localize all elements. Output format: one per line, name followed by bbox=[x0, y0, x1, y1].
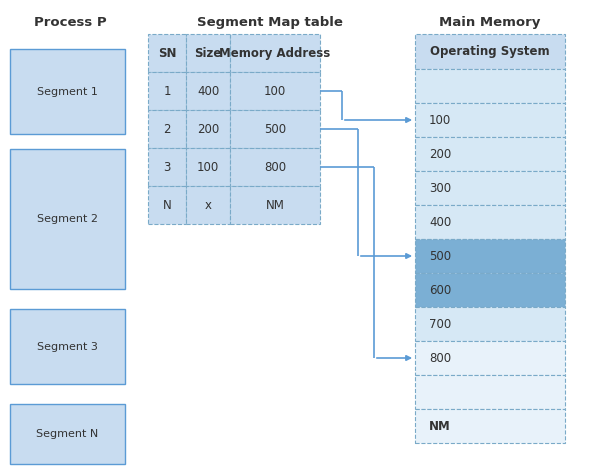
Text: 200: 200 bbox=[429, 147, 451, 161]
Text: 2: 2 bbox=[163, 122, 171, 136]
Bar bbox=[10, 309, 125, 384]
Bar bbox=[415, 171, 565, 205]
Text: 200: 200 bbox=[197, 122, 219, 136]
Bar bbox=[186, 110, 230, 148]
Text: SN: SN bbox=[158, 46, 176, 60]
Bar bbox=[415, 205, 565, 239]
Bar bbox=[415, 69, 565, 103]
Text: Process P: Process P bbox=[34, 16, 106, 28]
Text: Memory Address: Memory Address bbox=[220, 46, 331, 60]
Text: N: N bbox=[163, 199, 172, 211]
Text: 600: 600 bbox=[429, 283, 451, 297]
Text: NM: NM bbox=[266, 199, 284, 211]
Text: 800: 800 bbox=[429, 352, 451, 365]
Text: 800: 800 bbox=[264, 161, 286, 173]
Text: 100: 100 bbox=[429, 113, 451, 127]
Text: Segment 1: Segment 1 bbox=[37, 86, 98, 97]
Bar bbox=[415, 307, 565, 341]
Text: 500: 500 bbox=[429, 249, 451, 263]
Bar bbox=[415, 341, 565, 375]
Text: Segment 2: Segment 2 bbox=[37, 214, 98, 224]
Text: Segment 3: Segment 3 bbox=[37, 341, 98, 352]
Bar bbox=[186, 72, 230, 110]
Text: 100: 100 bbox=[264, 84, 286, 98]
Bar bbox=[148, 148, 186, 186]
Bar bbox=[10, 49, 125, 134]
Bar bbox=[415, 103, 565, 137]
Bar bbox=[186, 148, 230, 186]
Bar bbox=[148, 110, 186, 148]
Text: 100: 100 bbox=[197, 161, 219, 173]
Text: Segment Map table: Segment Map table bbox=[197, 16, 343, 28]
Bar bbox=[230, 34, 320, 72]
Bar bbox=[148, 186, 186, 224]
Text: x: x bbox=[205, 199, 212, 211]
Text: 400: 400 bbox=[429, 216, 451, 228]
Text: Operating System: Operating System bbox=[430, 45, 550, 58]
Bar bbox=[415, 409, 565, 443]
Text: Size: Size bbox=[194, 46, 221, 60]
Text: 1: 1 bbox=[163, 84, 171, 98]
Bar bbox=[148, 72, 186, 110]
Bar bbox=[415, 239, 565, 273]
Bar bbox=[415, 137, 565, 171]
Bar bbox=[186, 34, 230, 72]
Text: 300: 300 bbox=[429, 182, 451, 194]
Text: NM: NM bbox=[429, 419, 451, 432]
Bar bbox=[415, 375, 565, 409]
Bar bbox=[10, 404, 125, 464]
Bar bbox=[186, 186, 230, 224]
Bar bbox=[230, 110, 320, 148]
Bar bbox=[415, 273, 565, 307]
Text: 700: 700 bbox=[429, 318, 451, 330]
Text: 500: 500 bbox=[264, 122, 286, 136]
Text: 400: 400 bbox=[197, 84, 219, 98]
Bar bbox=[230, 148, 320, 186]
Text: 3: 3 bbox=[163, 161, 170, 173]
Bar bbox=[10, 149, 125, 289]
Bar bbox=[230, 186, 320, 224]
Bar bbox=[230, 72, 320, 110]
Text: Main Memory: Main Memory bbox=[439, 16, 541, 28]
Text: Segment N: Segment N bbox=[37, 429, 98, 439]
Bar bbox=[148, 34, 186, 72]
Bar bbox=[415, 34, 565, 69]
